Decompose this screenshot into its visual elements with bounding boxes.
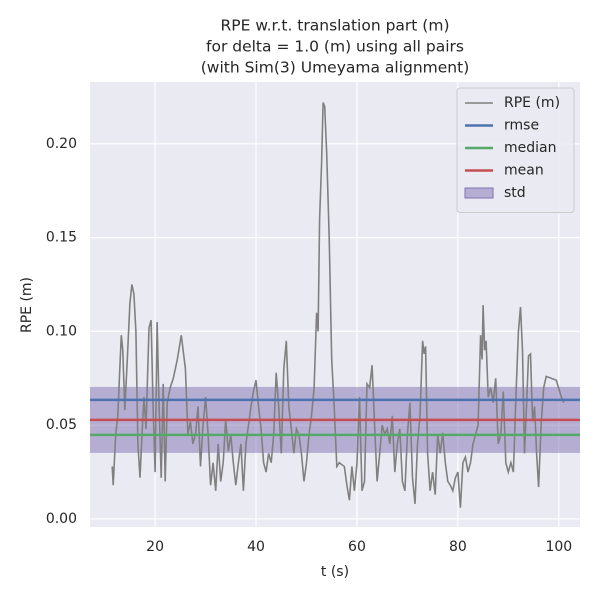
data-line (111, 102, 565, 508)
y-axis-label: RPE (m) (19, 277, 35, 333)
y-tick-label: 0.10 (46, 323, 77, 339)
legend-label: RPE (m) (504, 95, 560, 111)
y-tick-label: 0.15 (46, 230, 77, 246)
x-tick-label: 100 (545, 539, 572, 555)
x-tick-label: 20 (146, 539, 164, 555)
legend-label: mean (504, 163, 544, 179)
x-tick-label: 80 (449, 539, 467, 555)
legend-label: std (504, 185, 526, 201)
x-axis-label: t (s) (321, 564, 349, 580)
y-tick-label: 0.00 (46, 511, 77, 527)
legend-swatch (464, 187, 494, 199)
legend-label: median (504, 140, 556, 156)
legend-box (456, 87, 575, 213)
x-tick-label: 60 (348, 539, 366, 555)
chart-title: for delta = 1.0 (m) using all pairs (206, 38, 464, 56)
chart-title: RPE w.r.t. translation part (m) (220, 17, 449, 35)
y-tick-label: 0.05 (46, 417, 77, 433)
chart-title: (with Sim(3) Umeyama alignment) (201, 59, 470, 77)
x-tick-label: 40 (247, 539, 265, 555)
legend-label: rmse (504, 118, 539, 134)
y-tick-label: 0.20 (46, 136, 77, 152)
